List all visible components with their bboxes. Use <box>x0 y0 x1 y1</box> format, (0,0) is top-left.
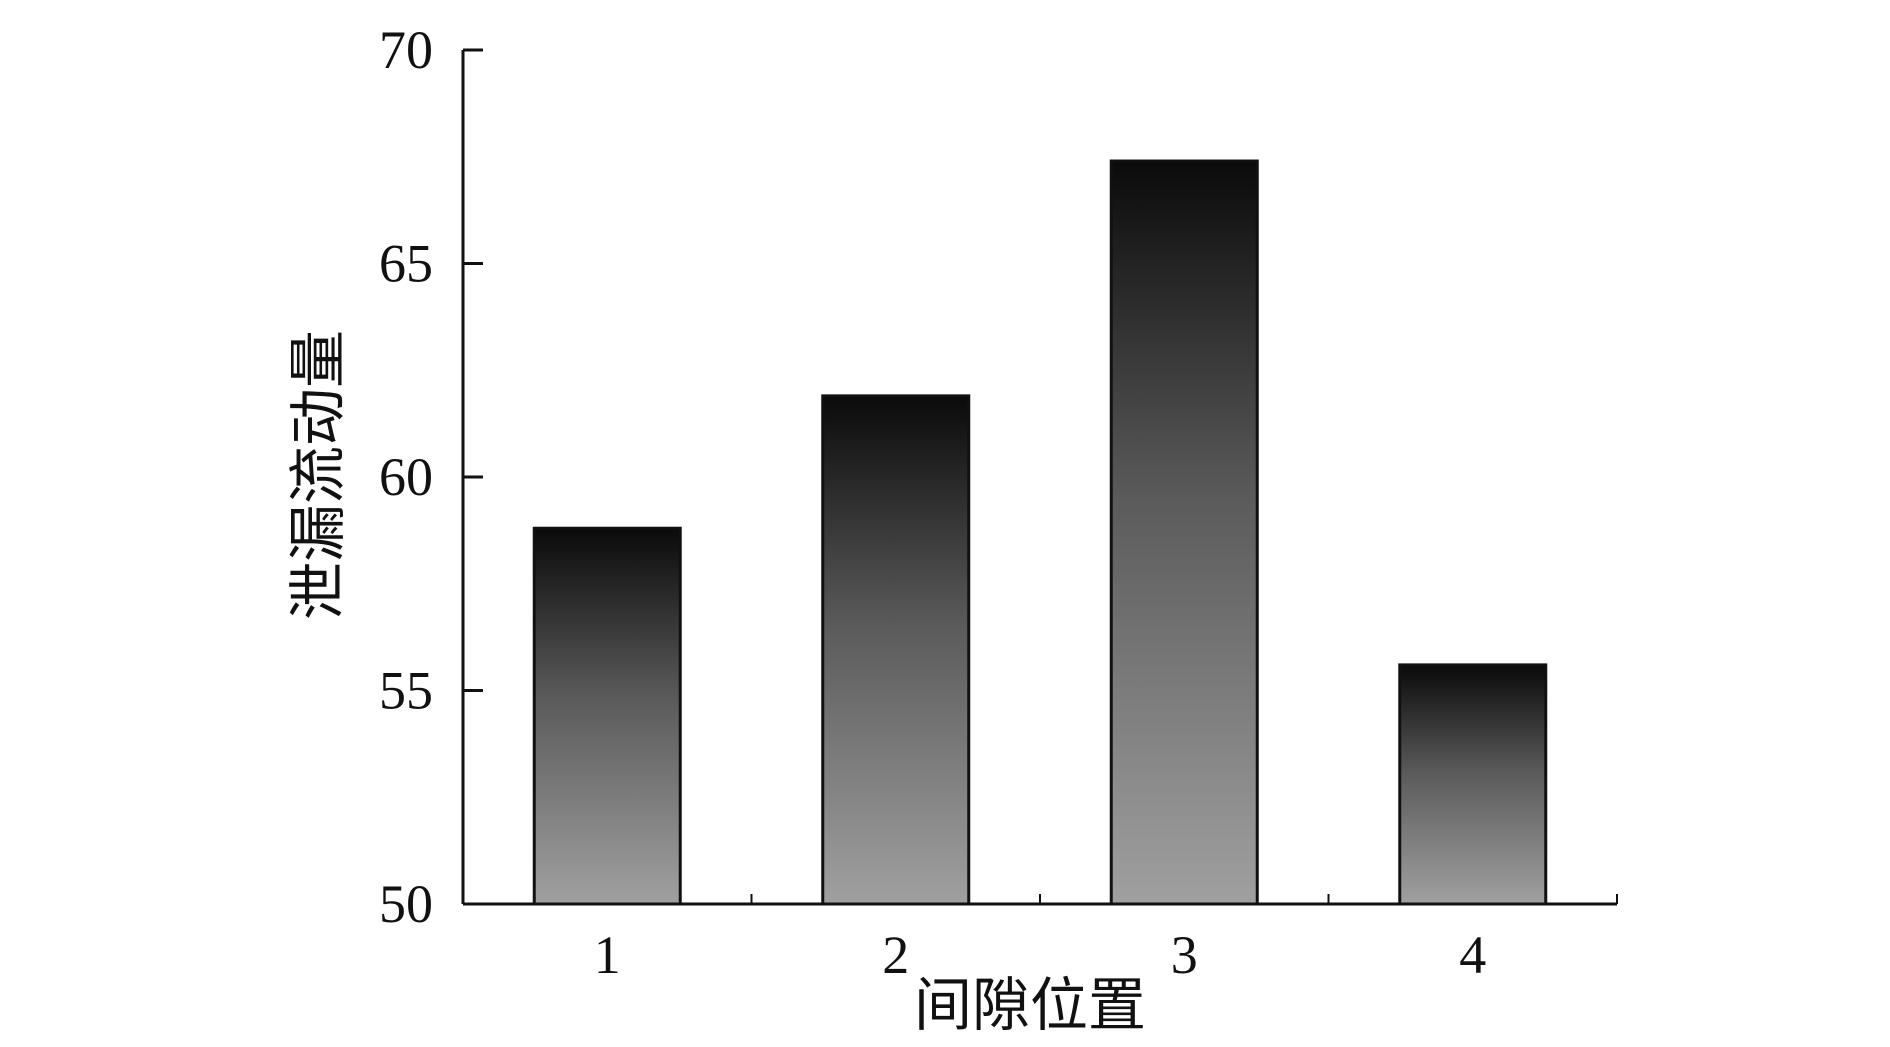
bar-4 <box>1398 663 1548 906</box>
y-tick-label-50: 50 <box>379 874 433 934</box>
bars-layer <box>532 159 1548 906</box>
x-tick-label-2: 2 <box>882 925 909 985</box>
bar-1 <box>532 526 682 906</box>
ticks-layer: 50 55 60 65 70 1 2 3 4 <box>379 20 1618 985</box>
y-axis-title: 泄漏流动量 <box>284 330 352 620</box>
bar-2 <box>821 394 971 906</box>
x-tick-label-1: 1 <box>594 925 621 985</box>
y-tick-label-65: 65 <box>379 234 433 294</box>
y-tick-label-55: 55 <box>379 661 433 721</box>
x-axis-title: 间隙位置 <box>914 971 1146 1039</box>
y-tick-label-60: 60 <box>379 447 433 507</box>
x-tick-label-4: 4 <box>1459 925 1486 985</box>
y-tick-label-70: 70 <box>379 20 433 80</box>
bar-3 <box>1109 159 1259 906</box>
x-tick-label-3: 3 <box>1171 925 1198 985</box>
